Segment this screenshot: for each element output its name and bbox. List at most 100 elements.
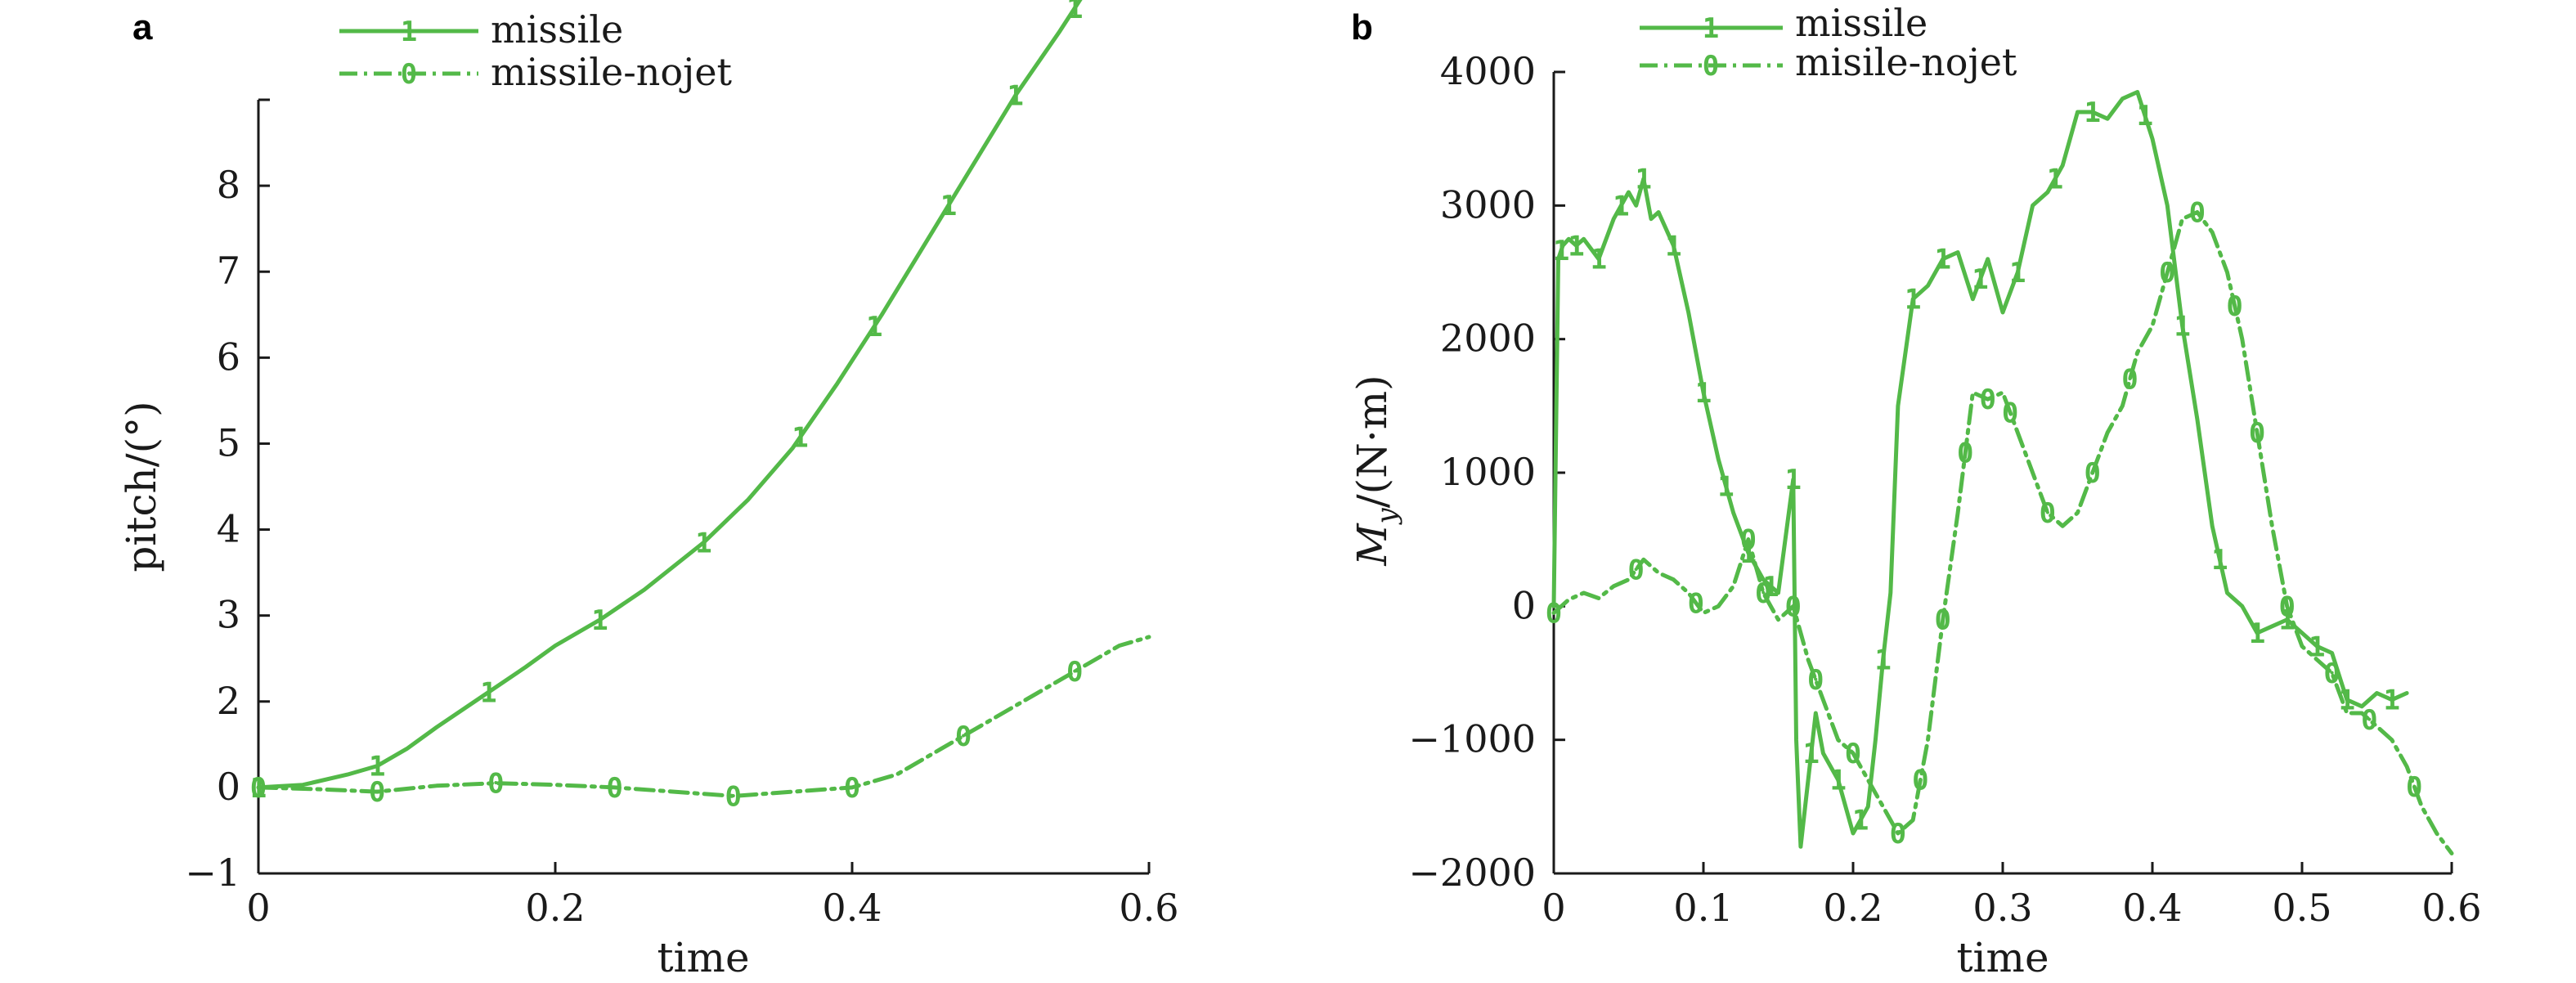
- panel-a-y-tick-label: −1: [185, 851, 240, 895]
- panel-b-series-missile-marker: 1: [1829, 765, 1846, 797]
- panel-b-series-missile-marker: 1: [1852, 805, 1869, 837]
- panel-a-label: a: [132, 7, 153, 47]
- panel-a-x-tick-label: 0.4: [822, 886, 882, 930]
- panel-b-y-tick-label: 4000: [1440, 49, 1536, 93]
- panel-a-series-nojet-line: [256, 635, 1151, 798]
- panel-a-series-missile-marker: 1: [1066, 0, 1083, 25]
- panel-b-label: b: [1351, 7, 1373, 47]
- legend-b-missile-marker: 1: [1703, 12, 1719, 45]
- legend-b-nojet-marker: 0: [1703, 50, 1719, 83]
- panel-b-series-nojet-marker: 0: [1546, 598, 1562, 631]
- panel-a-y-ticks: −1 0 2 3 4 5 6 7 8: [185, 98, 270, 895]
- panel-b-x-tick-label: 0.2: [1823, 886, 1883, 930]
- panel-b-series-nojet-marker: 0: [2226, 290, 2242, 323]
- legend-b-nojet-label: misile-nojet: [1795, 40, 2017, 84]
- panel-a-x-tick-label: 0.6: [1119, 886, 1178, 930]
- panel-b-series-missile-marker: 1: [1695, 377, 1712, 410]
- panel-b-series-missile-marker: 1: [2009, 257, 2026, 290]
- panel-b-y-label-main: M: [1349, 523, 1396, 567]
- panel-b-series-missile-marker: 1: [1591, 244, 1607, 276]
- panel-b-y-tick-label: 0: [1512, 583, 1536, 627]
- panel-a-y-tick-label: 0: [217, 765, 240, 809]
- panel-b-series-missile-marker: 1: [1568, 230, 1584, 263]
- panel-b-y-tick-label: 1000: [1440, 450, 1536, 494]
- legend-a-nojet-label: missile-nojet: [491, 50, 733, 94]
- legend-a: 1 missile 0 missile-nojet: [339, 7, 733, 94]
- panel-b-series-nojet-marker: 0: [2406, 771, 2422, 804]
- panel-b-series-nojet-marker: 0: [1785, 590, 1802, 623]
- panel-a-series-missile-marker: 1: [591, 604, 608, 637]
- panel-a-series-nojet-marker: 0: [844, 772, 860, 805]
- panel-a-series-nojet-marker: 0: [955, 720, 972, 753]
- panel-b-series-nojet-marker: 0: [1845, 738, 1861, 770]
- panel-b-series-nojet-marker: 0: [1935, 604, 1951, 637]
- panel-b-series-nojet-line: [1551, 210, 2454, 855]
- panel-b-series-missile-marker: 1: [2174, 310, 2190, 343]
- panel-b-series-missile-marker: 1: [1717, 470, 1734, 503]
- panel-b-series-missile-marker: 1: [1740, 537, 1757, 570]
- panel-a-series-missile-line: [256, 0, 1083, 790]
- panel-b-y-tick-label: 2000: [1440, 316, 1536, 361]
- panel-b-series-missile-marker: 1: [1665, 230, 1681, 263]
- panel-b-series-missile-marker: 1: [2339, 685, 2355, 717]
- panel-b-series-missile-marker: 1: [2085, 97, 2101, 129]
- legend-a-missile-label: missile: [491, 7, 623, 52]
- panel-b-series-missile-marker: 1: [2211, 544, 2228, 577]
- legend-a-nojet-marker: 0: [401, 58, 417, 91]
- panel-b-series-missile-line: [1551, 90, 2409, 849]
- panel-a-series-missile-marker: 1: [1007, 80, 1023, 113]
- panel-a-y-tick-label: 4: [217, 507, 240, 551]
- panel-a-series-nojet-marker: 0: [725, 780, 742, 813]
- panel-b-series-missile-marker: 1: [1785, 464, 1802, 496]
- panel-b-series-nojet-marker: 0: [2249, 417, 2265, 450]
- panel-b-series-nojet-marker: 0: [1957, 438, 1973, 470]
- legend-b: 1 missile 0 misile-nojet: [1640, 1, 2017, 84]
- panel-b-series-nojet-marker: 0: [2040, 497, 2056, 530]
- panel-b-y-label: My/(N·m): [1349, 375, 1403, 566]
- panel-b-series-nojet-marker: 0: [2189, 197, 2206, 230]
- panel-b: b 1 missile 0 misile-nojet −2000−1000010…: [1349, 1, 2482, 981]
- panel-a-series-nojet-marker: 0: [606, 772, 622, 805]
- legend-b-missile-label: missile: [1795, 1, 1928, 45]
- panel-b-series-nojet-marker: 0: [1740, 524, 1757, 557]
- panel-b-x-tick-label: 0.6: [2421, 886, 2481, 930]
- panel-b-series-missile-marker: 1: [1553, 235, 1569, 267]
- panel-b-series-nojet-marker: 0: [2278, 590, 2295, 623]
- panel-b-series-nojet-marker: 0: [2121, 364, 2138, 397]
- panel-b-y-label-rest: /(N·m): [1349, 375, 1396, 508]
- panel-b-x-tick-label: 0.1: [1673, 886, 1733, 930]
- panel-a-x-label: time: [657, 934, 749, 981]
- panel-b-y-tick-label: −2000: [1408, 851, 1536, 895]
- panel-a-x-ticks: 0 0.2 0.4 0.6: [246, 862, 1179, 930]
- panel-b-series-nojet-marker: 0: [2361, 704, 2377, 737]
- panel-b-series-missile-marker: 1: [2249, 617, 2265, 650]
- panel-b-series-missile-marker: 1: [1972, 263, 1988, 296]
- panel-b-x-tick-label: 0.5: [2272, 886, 2331, 930]
- panel-b-x-tick-label: 0.3: [1972, 886, 2032, 930]
- panel-a-series-nojet-marker: 0: [1066, 656, 1083, 689]
- panel-b-y-ticks: −2000 −1000 0 1000 2000 3000 4000: [1408, 49, 1565, 895]
- panel-b-y-tick-label: 3000: [1440, 182, 1536, 227]
- panel-a-series-missile-marker: 1: [792, 422, 808, 455]
- panel-a-series-missile-marker: 1: [695, 527, 711, 559]
- panel-a-y-tick-label: 2: [217, 679, 240, 723]
- panel-b-series-nojet-marker: 0: [1979, 384, 1995, 416]
- panel-b-series-missile-marker: 1: [2384, 685, 2400, 717]
- panel-a-y-tick-label: 3: [217, 593, 240, 637]
- panel-b-series-missile-marker: 1: [1874, 644, 1891, 677]
- panel-b-series-nojet-marker: 0: [1912, 765, 1928, 797]
- panel-b-y-label-sub: y: [1371, 507, 1403, 525]
- panel-b-y-tick-label: −1000: [1408, 717, 1536, 761]
- panel-b-series-nojet-marker: 0: [1627, 554, 1644, 586]
- panel-a-series-nojet-marker: 0: [250, 772, 267, 805]
- panel-b-series-missile-marker: 1: [2137, 100, 2153, 132]
- panel-b-series-nojet-marker: 0: [2323, 658, 2340, 690]
- panel-a-x-tick-label: 0: [246, 886, 270, 930]
- panel-b-series-nojet-marker: 0: [2002, 397, 2018, 430]
- legend-a-missile-marker: 1: [401, 16, 417, 48]
- panel-b-series-missile-marker: 1: [1905, 284, 1921, 316]
- panel-b-series-missile-marker: 1: [1636, 164, 1652, 196]
- panel-a-series-missile-marker: 1: [866, 311, 882, 343]
